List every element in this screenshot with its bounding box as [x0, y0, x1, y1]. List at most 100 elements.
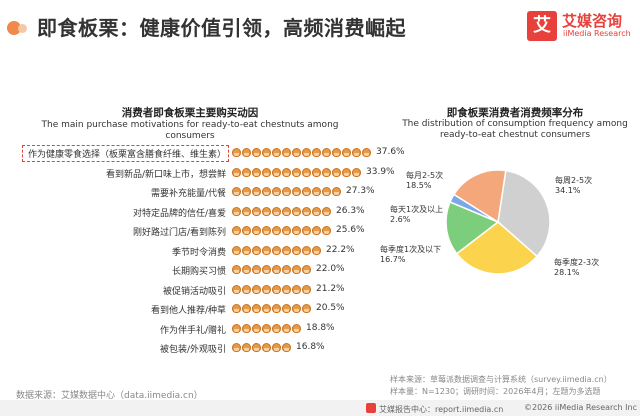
chestnut-icon — [322, 148, 331, 157]
chestnut-icon — [232, 226, 241, 235]
bar — [232, 304, 311, 314]
footer-bar: 艾媒报告中心：report.iimedia.cn ©2026 iiMedia R… — [0, 400, 640, 416]
chestnut-icon — [292, 265, 301, 274]
chestnut-icon — [252, 265, 261, 274]
chestnut-icon — [232, 148, 241, 157]
chestnut-icon — [252, 284, 261, 294]
chestnut-icon — [282, 206, 291, 216]
chestnut-icon — [292, 323, 301, 333]
pie-slice — [452, 169, 507, 224]
bar-value-label: 22.2% — [326, 244, 355, 255]
chestnut-icon — [242, 167, 251, 177]
chestnut-icon — [262, 148, 271, 157]
iimedia-mini-logo-icon — [366, 403, 376, 413]
chestnut-icon — [302, 148, 311, 157]
chestnut-icon — [332, 148, 341, 157]
chestnut-icon — [362, 148, 371, 157]
pie-label-weekly: 每周2-5次 34.1% — [555, 176, 593, 195]
chestnut-icon — [272, 304, 281, 313]
chestnut-icon — [342, 167, 351, 177]
chestnut-icon — [252, 187, 261, 196]
report-center-link[interactable]: 艾媒报告中心：report.iimedia.cn — [366, 403, 503, 415]
chestnut-icon — [272, 265, 281, 274]
chestnut-icon — [262, 187, 271, 196]
chestnut-icon — [282, 284, 291, 294]
chestnut-icon — [272, 148, 281, 157]
chestnut-icon — [242, 226, 251, 235]
page-title: 即食板栗：健康价值引领，高频消费崛起 — [37, 16, 406, 40]
bar — [232, 226, 331, 236]
pie-chart-title: 即食板栗消费者消费频率分布 — [446, 107, 584, 119]
chestnut-icon — [252, 323, 261, 333]
chestnut-icon — [312, 187, 321, 196]
chestnut-icon — [272, 245, 281, 255]
chestnut-icon — [272, 167, 281, 177]
chestnut-icon — [262, 206, 271, 216]
copyright: ©2026 iiMedia Research Inc — [524, 403, 637, 412]
bar-category-label: 被促销活动吸引 — [162, 286, 226, 297]
bar-category-label: 季节时令消费 — [171, 247, 226, 258]
chestnut-icon — [232, 343, 241, 352]
chestnut-icon — [292, 284, 301, 294]
chestnut-icon — [302, 265, 311, 274]
chestnut-icon — [272, 187, 281, 196]
pie-chart-subtitle: The distribution of consumption frequenc… — [402, 119, 628, 140]
chestnut-icon — [322, 226, 331, 235]
bar-value-label: 25.6% — [336, 225, 365, 235]
chestnut-icon — [292, 226, 301, 235]
iimedia-logo-icon: 艾 — [527, 11, 557, 41]
chestnut-icon — [252, 167, 261, 177]
pie-label-monthly: 每月2-5次 18.5% — [406, 171, 444, 190]
decorative-dot-icon — [7, 21, 21, 35]
chestnut-icon — [272, 343, 281, 352]
chestnut-icon — [232, 265, 241, 274]
chestnut-icon — [312, 245, 321, 255]
chestnut-icon — [282, 265, 291, 274]
chestnut-icon — [272, 226, 281, 235]
chestnut-icon — [282, 245, 291, 255]
page-header: 即食板栗：健康价值引领，高频消费崛起 艾 艾媒咨询 iiMedia Resear… — [0, 0, 640, 46]
chestnut-icon — [262, 323, 271, 333]
chestnut-icon — [262, 343, 271, 352]
bar-category-label: 刚好路过门店/看到陈列 — [132, 228, 226, 238]
chestnut-icon — [312, 226, 321, 235]
bar-category-label: 作为伴手礼/赠礼 — [159, 325, 226, 336]
bar-value-label: 18.8% — [306, 322, 335, 333]
chestnut-icon — [292, 304, 301, 313]
chestnut-icon — [332, 167, 341, 177]
chestnut-icon — [282, 323, 291, 333]
bar — [232, 187, 341, 197]
bar-category-label: 作为健康零食选择（板栗富含膳食纤维、维生素） — [27, 150, 226, 160]
chestnut-icon — [252, 343, 261, 352]
chestnut-icon — [282, 343, 291, 352]
chestnut-icon — [262, 265, 271, 274]
bar — [232, 148, 371, 158]
bar — [232, 245, 321, 256]
chestnut-icon — [252, 226, 261, 235]
chestnut-icon — [292, 187, 301, 196]
chestnut-icon — [232, 323, 241, 333]
chestnut-icon — [322, 206, 331, 216]
chestnut-icon — [232, 167, 241, 177]
chestnut-icon — [312, 148, 321, 157]
chestnut-icon — [242, 206, 251, 216]
pie-label-daily: 每天1次及以上 2.6% — [390, 205, 444, 224]
bar-category-label: 需要补充能量/代餐 — [150, 189, 226, 199]
logo-name-en: iiMedia Research — [563, 29, 631, 38]
chestnut-icon — [352, 167, 361, 177]
bar-category-label: 长期购买习惯 — [171, 267, 226, 277]
chestnut-icon — [252, 245, 261, 255]
chestnut-icon — [242, 187, 251, 196]
chestnut-icon — [292, 167, 301, 177]
chestnut-icon — [292, 206, 301, 216]
sample-size-note: 样本量：N=1230；调研时间：2026年4月；左题为多选题 — [390, 387, 601, 396]
bar-value-label: 37.6% — [376, 147, 405, 157]
chestnut-icon — [312, 206, 321, 216]
bar — [232, 206, 331, 217]
pie-slice — [497, 169, 551, 258]
chestnut-icon — [242, 304, 251, 313]
pie-label-quarterly-2-3: 每季度2-3次 28.1% — [554, 258, 600, 277]
chestnut-icon — [302, 284, 311, 294]
chestnut-icon — [232, 187, 241, 196]
